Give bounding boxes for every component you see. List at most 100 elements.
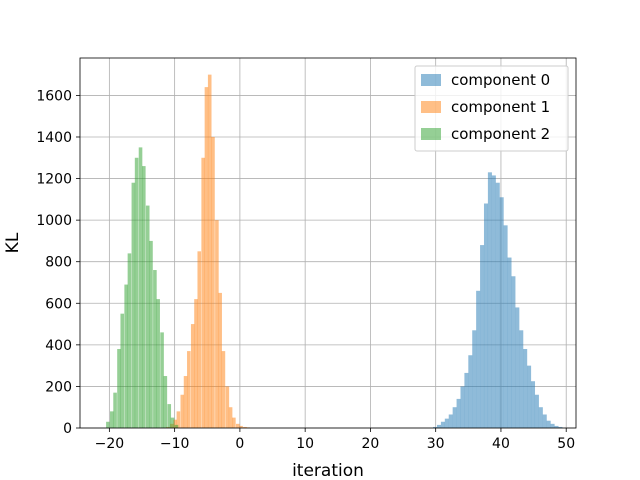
y-tick-label: 800 [45, 255, 72, 271]
histogram-bar [149, 240, 153, 428]
histogram-bar [176, 411, 181, 428]
y-tick-label: 1400 [36, 130, 72, 146]
bars [106, 74, 563, 429]
histogram-bar [153, 270, 157, 428]
histogram-bar [215, 220, 219, 428]
histogram-bar [554, 425, 559, 428]
histogram-bar [480, 245, 485, 428]
y-tick-label: 1600 [36, 88, 72, 104]
histogram-bar [190, 324, 195, 428]
histogram-bar [487, 172, 492, 428]
histogram-bar [452, 407, 457, 428]
histogram-bar [127, 253, 132, 428]
x-tick-label: −10 [160, 436, 190, 452]
histogram-bar [464, 372, 469, 428]
histogram-bar [546, 420, 551, 428]
legend-label: component 0 [451, 71, 550, 89]
histogram-bar [440, 421, 445, 428]
histogram-bar [134, 157, 139, 429]
x-tick-label: 40 [492, 436, 510, 452]
series-2-bars [106, 147, 179, 429]
histogram-bar [204, 87, 209, 428]
histogram-bar [197, 251, 202, 428]
legend-box [414, 65, 569, 152]
y-tick-label: 200 [45, 379, 72, 395]
series-0-bars [433, 172, 563, 428]
histogram-bar [187, 351, 191, 428]
y-tick-label: 600 [45, 296, 72, 312]
legend-label: component 2 [451, 125, 550, 143]
histogram-bar [167, 404, 172, 428]
histogram-bar [173, 419, 177, 428]
histogram-bar [499, 197, 504, 428]
y-tick-label: 1000 [36, 213, 72, 229]
histogram-bar [534, 394, 539, 428]
histogram-bar [503, 225, 508, 428]
histogram-bar [120, 313, 125, 428]
histogram-bar [507, 257, 512, 428]
histogram-bar [235, 423, 240, 428]
histogram-bar [542, 414, 547, 428]
histogram-bar [113, 392, 117, 428]
y-tick-label: 0 [63, 421, 72, 437]
histogram-bar [142, 166, 146, 428]
histogram-bar [468, 355, 473, 428]
histogram-bar [515, 307, 520, 428]
x-tick-label: 10 [296, 436, 314, 452]
histogram-bar [433, 426, 438, 428]
y-tick-label: 1200 [36, 172, 72, 188]
x-tick-label: −20 [95, 436, 125, 452]
histogram-bar [110, 411, 114, 428]
histogram-bar [207, 74, 212, 428]
histogram-bar [243, 426, 247, 428]
plot-frame [79, 57, 577, 429]
y-axis-label: KL [3, 232, 23, 253]
histogram-bar [550, 423, 555, 428]
x-tick-label: 0 [235, 436, 244, 452]
histogram-bar [170, 417, 175, 428]
legend: component 0 component 1 component 2 [414, 65, 569, 152]
histogram-bar [180, 394, 185, 428]
series-1-bars [166, 74, 251, 429]
histogram-bar [131, 182, 136, 428]
histogram-bar [174, 424, 179, 428]
histogram-bar [117, 349, 121, 428]
histogram-bar [483, 203, 489, 428]
histogram-bar [218, 292, 222, 428]
histogram-bar [163, 376, 168, 428]
x-tick-label: 30 [427, 436, 445, 452]
histogram-bar [472, 330, 477, 428]
histogram-bar [221, 351, 226, 428]
histogram-bar [495, 182, 500, 428]
histogram-bar [558, 426, 563, 428]
histogram-bar [519, 330, 524, 428]
legend-label: component 1 [451, 98, 550, 116]
histogram-bar [106, 421, 110, 428]
histogram-bar [511, 276, 516, 428]
histogram-bar [201, 157, 205, 429]
histogram-bar [527, 365, 532, 428]
histogram-bar [523, 349, 528, 428]
histogram-bar [228, 407, 233, 428]
histogram-bar [456, 398, 461, 428]
legend-swatch [421, 101, 441, 113]
histogram-bar [194, 299, 198, 428]
histogram-bar [444, 418, 449, 428]
histogram-bar [538, 407, 543, 428]
histogram-bar [156, 299, 160, 428]
histogram-bar [460, 386, 465, 428]
y-tick-label: 400 [45, 338, 72, 354]
histogram-bar [436, 424, 442, 428]
x-tick-label: 50 [557, 436, 575, 452]
legend-swatch [421, 128, 441, 140]
histogram-bar [239, 425, 243, 428]
histogram-bar [225, 386, 230, 428]
histogram-bar [145, 205, 150, 428]
histogram-bar [232, 417, 236, 428]
histogram-bar [138, 147, 143, 428]
histogram-bar [211, 136, 215, 428]
histogram-bar [491, 175, 496, 428]
histogram-bar [530, 381, 536, 428]
histogram-bar [476, 290, 481, 428]
